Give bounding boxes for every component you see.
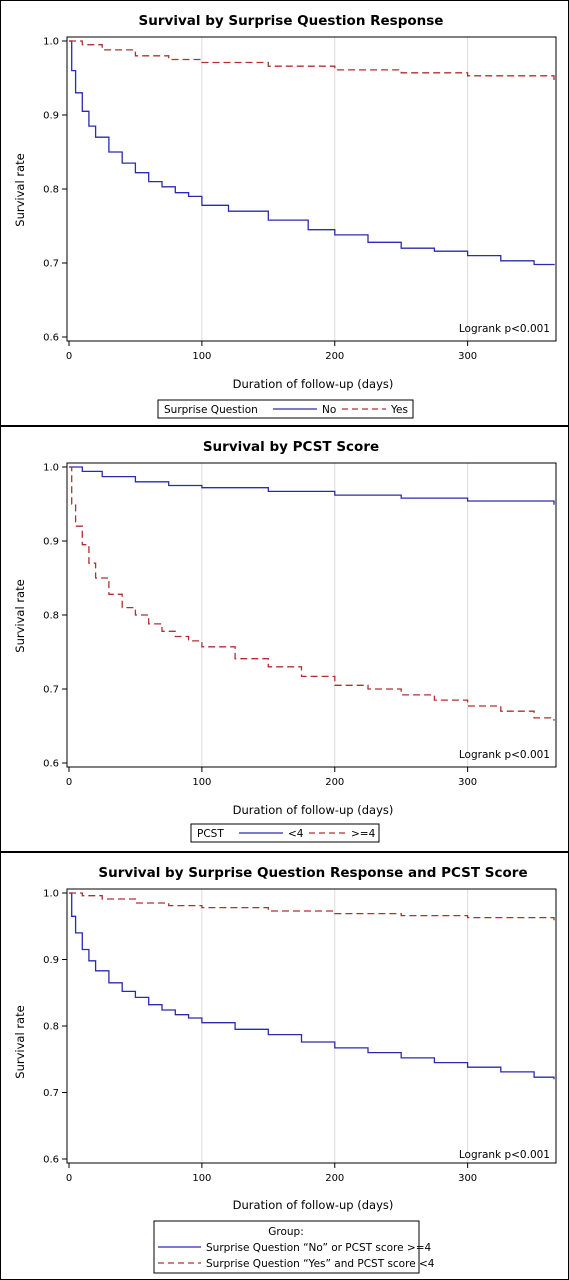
logrank-annotation: Logrank p<0.001 xyxy=(459,749,550,761)
x-tick-label: 200 xyxy=(325,1173,344,1184)
legend-box xyxy=(190,823,380,843)
legend-label-ge4: >=4 xyxy=(351,828,376,840)
y-tick-label: 0.6 xyxy=(43,759,59,770)
x-tick-label: 300 xyxy=(458,777,477,788)
y-tick-label: 1.0 xyxy=(43,889,59,900)
y-tick-label: 0.9 xyxy=(43,955,59,966)
y-tick-label: 0.8 xyxy=(43,611,59,622)
x-tick-label: 0 xyxy=(66,1173,72,1184)
chart-2: Survival by PCST Score Survival rate Dur… xyxy=(13,439,557,843)
x-tick-label: 0 xyxy=(66,351,72,362)
legend-label-group-2: Surprise Question “Yes” and PCST score <… xyxy=(206,1258,435,1270)
chart-panel-2: Survival by PCST Score Survival rate Dur… xyxy=(0,426,569,852)
survival-curve-series-1 xyxy=(69,466,555,505)
x-tick-label: 0 xyxy=(66,777,72,788)
logrank-annotation: Logrank p<0.001 xyxy=(459,1149,550,1161)
logrank-annotation: Logrank p<0.001 xyxy=(459,323,550,335)
x-axis-label: Duration of follow-up (days) xyxy=(233,377,394,391)
y-axis-label: Survival rate xyxy=(13,153,27,226)
x-axis-label: Duration of follow-up (days) xyxy=(233,803,394,817)
legend-title: PCST xyxy=(197,828,224,840)
survival-curve-series-2 xyxy=(69,466,555,721)
y-tick-label: 0.7 xyxy=(43,1088,59,1099)
survival-curve-series-2 xyxy=(69,892,555,921)
chart-3: Survival by Surprise Question Response a… xyxy=(13,865,557,1274)
legend-label-lt4: <4 xyxy=(288,828,304,840)
y-tick-label: 0.8 xyxy=(43,1022,59,1033)
plot-frame xyxy=(66,888,557,1164)
legend-box xyxy=(153,1220,420,1274)
legend-title: Surprise Question xyxy=(164,404,258,416)
gridlines xyxy=(201,37,469,341)
y-tick-label: 0.9 xyxy=(43,111,59,122)
plot-frame xyxy=(66,462,557,768)
y-tick-label: 0.8 xyxy=(43,185,59,196)
x-tick-label: 100 xyxy=(192,351,211,362)
x-tick-label: 100 xyxy=(192,777,211,788)
legend-label-no: No xyxy=(322,404,336,416)
chart-title: Survival by Surprise Question Response xyxy=(139,13,444,29)
chart-1: Survival by Surprise Question Response S… xyxy=(13,13,557,419)
y-tick-label: 1.0 xyxy=(43,463,59,474)
plot-frame xyxy=(66,36,557,342)
y-axis-label: Survival rate xyxy=(13,1005,27,1078)
x-tick-label: 300 xyxy=(458,351,477,362)
chart-panel-1: Survival by Surprise Question Response S… xyxy=(0,0,569,426)
legend: PCST <4 >=4 xyxy=(190,823,380,843)
y-tick-label: 0.6 xyxy=(43,333,59,344)
legend-box xyxy=(157,399,414,419)
y-tick-label: 0.9 xyxy=(43,537,59,548)
x-tick-label: 200 xyxy=(325,777,344,788)
chart-panel-3: Survival by Surprise Question Response a… xyxy=(0,852,569,1280)
y-tick-label: 0.7 xyxy=(43,685,59,696)
x-axis-label: Duration of follow-up (days) xyxy=(233,1198,394,1212)
chart-title: Survival by PCST Score xyxy=(203,439,379,455)
legend: Group: Surprise Question “No” or PCST sc… xyxy=(153,1220,435,1274)
y-axis-label: Survival rate xyxy=(13,579,27,652)
y-tick-label: 0.6 xyxy=(43,1155,59,1166)
gridlines xyxy=(201,463,469,767)
chart-title: Survival by Surprise Question Response a… xyxy=(98,865,527,881)
y-tick-label: 0.7 xyxy=(43,259,59,270)
legend-label-group-1: Surprise Question “No” or PCST score >=4 xyxy=(206,1242,432,1254)
x-tick-label: 100 xyxy=(192,1173,211,1184)
legend-title: Group: xyxy=(268,1226,304,1238)
x-tick-label: 200 xyxy=(325,351,344,362)
x-tick-label: 300 xyxy=(458,1173,477,1184)
y-tick-label: 1.0 xyxy=(43,37,59,48)
legend: Surprise Question No Yes xyxy=(157,399,414,419)
survival-curve-series-1 xyxy=(69,892,555,1080)
gridlines xyxy=(201,889,469,1163)
legend-label-yes: Yes xyxy=(390,404,408,416)
survival-curve-series-2 xyxy=(69,40,555,81)
survival-curve-series-1 xyxy=(69,40,555,266)
